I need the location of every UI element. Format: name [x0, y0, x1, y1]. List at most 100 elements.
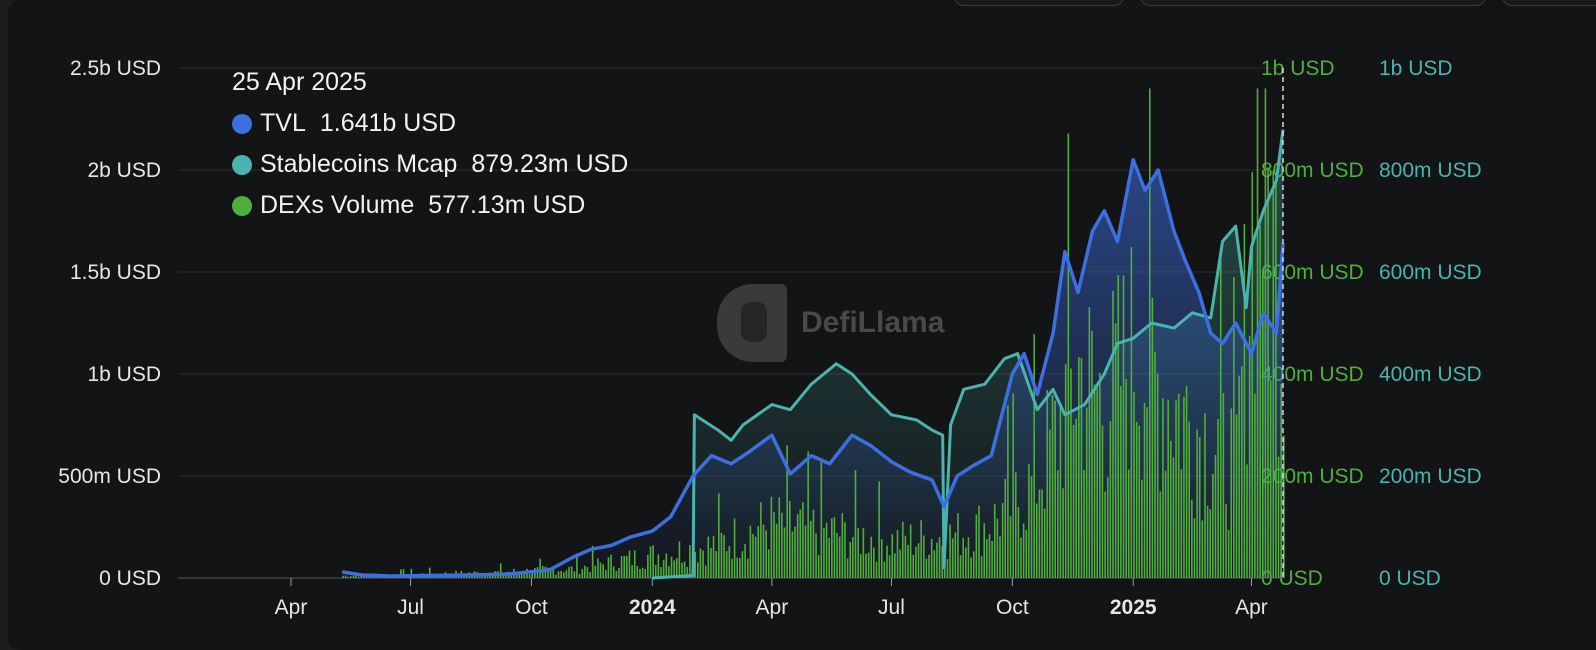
dex-volume-bar	[752, 533, 754, 578]
dex-volume-bar	[907, 544, 909, 578]
dex-volume-bar	[815, 533, 817, 578]
dex-volume-bar	[1088, 307, 1091, 578]
dex-volume-bar	[683, 561, 686, 578]
dex-volume-bars	[342, 88, 1285, 579]
y-dex-tick-label: 1b USD	[1261, 57, 1335, 80]
dex-volume-bar	[654, 564, 657, 578]
dex-volume-bar	[1254, 393, 1256, 578]
dex-volume-bar	[610, 554, 612, 578]
dex-volume-bar	[993, 504, 996, 578]
y-dex-tick-label: 400m USD	[1261, 363, 1364, 386]
dex-volume-bar	[623, 555, 626, 578]
dex-volume-bar	[820, 458, 823, 578]
dex-volume-bar	[1038, 489, 1041, 578]
dex-volume-bar	[1104, 491, 1106, 578]
dex-volume-bar	[1277, 456, 1280, 578]
dex-volume-bar	[867, 552, 870, 578]
watermark-text: DefiLlama	[801, 306, 945, 339]
dex-volume-bar	[1198, 436, 1201, 578]
dex-volume-bar	[1185, 385, 1188, 578]
tooltip-series-value: 879.23m USD	[471, 150, 629, 178]
dex-volume-bar	[852, 537, 854, 578]
x-tick-label: Oct	[515, 596, 548, 619]
dex-volume-bar	[1067, 133, 1070, 579]
dex-volume-bar	[978, 505, 980, 578]
dex-volume-bar	[1030, 476, 1033, 578]
dex-volume-bar	[946, 559, 949, 578]
dex-volume-bar	[410, 568, 413, 578]
dex-volume-bar	[704, 565, 707, 578]
dex-volume-bar	[1122, 275, 1125, 578]
dex-volume-bar	[1230, 408, 1233, 578]
dex-volume-bar	[786, 445, 788, 578]
dex-volume-bar	[1109, 421, 1112, 578]
dex-volume-bar	[773, 512, 775, 578]
dex-volume-bar	[928, 554, 930, 578]
dex-volume-bar	[1085, 407, 1088, 578]
dex-volume-bar	[352, 575, 355, 578]
dex-volume-bar	[799, 509, 802, 578]
x-tick-label: Apr	[756, 596, 789, 619]
dex-volume-bar	[696, 562, 699, 578]
dex-volume-bar	[896, 529, 899, 578]
dex-volume-bar	[586, 567, 589, 578]
dex-volume-bar	[599, 562, 602, 578]
dex-volume-bar	[612, 566, 615, 578]
dex-volume-bar	[812, 509, 815, 578]
dex-volume-bar	[1243, 223, 1246, 578]
dex-volume-bar	[949, 524, 951, 578]
dex-volume-bar	[1225, 504, 1227, 578]
dex-volume-bar	[1154, 351, 1156, 578]
dex-volume-bar	[933, 550, 936, 578]
dex-volume-bar	[1233, 277, 1235, 578]
tvl-line	[341, 158, 1285, 578]
y-left-tick-label: 2b USD	[87, 159, 161, 182]
dex-volume-bar	[597, 558, 599, 578]
dex-volume-bar	[712, 535, 715, 578]
dex-volume-bar	[1235, 414, 1238, 578]
dex-volume-bar	[831, 518, 833, 578]
dex-volume-bar	[754, 536, 757, 578]
dex-volume-bar	[980, 556, 983, 578]
dex-volume-bar	[941, 545, 943, 578]
dex-volume-bar	[859, 554, 862, 578]
dex-volume-bar	[796, 514, 799, 578]
dex-volume-bar	[1014, 472, 1017, 578]
dex-volume-bar	[1064, 364, 1067, 578]
dex-volume-bar	[573, 571, 576, 578]
dex-volume-bar	[1227, 530, 1230, 578]
dex-volume-bar	[1201, 520, 1204, 578]
dex-volume-bar	[731, 558, 733, 578]
dex-volume-bar	[1051, 395, 1054, 578]
dex-volume-bar	[562, 572, 565, 578]
dex-volume-bar	[930, 538, 933, 578]
dex-volume-bar	[557, 571, 560, 578]
dex-volume-bar	[628, 550, 631, 578]
dex-volume-bar	[594, 565, 597, 578]
dex-volume-bar	[675, 558, 678, 578]
dex-volume-bar	[1248, 335, 1251, 578]
y-left-tick-label: 500m USD	[58, 465, 161, 488]
dex-volume-bar	[1240, 366, 1243, 578]
dex-volume-bar	[1170, 440, 1172, 578]
dex-volume-bar	[1246, 464, 1248, 578]
dex-volume-bar	[1151, 297, 1154, 578]
dex-volume-bar	[605, 569, 607, 578]
dex-volume-bar	[891, 534, 894, 578]
dex-volume-bar	[402, 569, 405, 578]
dex-volume-bar	[1280, 383, 1282, 578]
dex-volume-bar	[757, 525, 760, 578]
dex-volume-bar	[725, 551, 728, 578]
dex-volume-bar	[920, 520, 922, 578]
dex-volume-bar	[1072, 424, 1075, 578]
x-tick-label: Apr	[1235, 596, 1268, 619]
dex-volume-bar	[1188, 421, 1190, 578]
dex-volume-bar	[999, 536, 1001, 578]
dex-volume-bar	[883, 561, 886, 578]
tooltip-series-name: Stablecoins Mcap	[260, 150, 458, 178]
dex-volume-bar	[1206, 505, 1209, 578]
dex-volume-bar	[355, 575, 357, 578]
dex-volume-bar	[641, 567, 644, 578]
dex-volume-bar	[1164, 470, 1167, 578]
dex-volume-bar	[657, 554, 660, 578]
